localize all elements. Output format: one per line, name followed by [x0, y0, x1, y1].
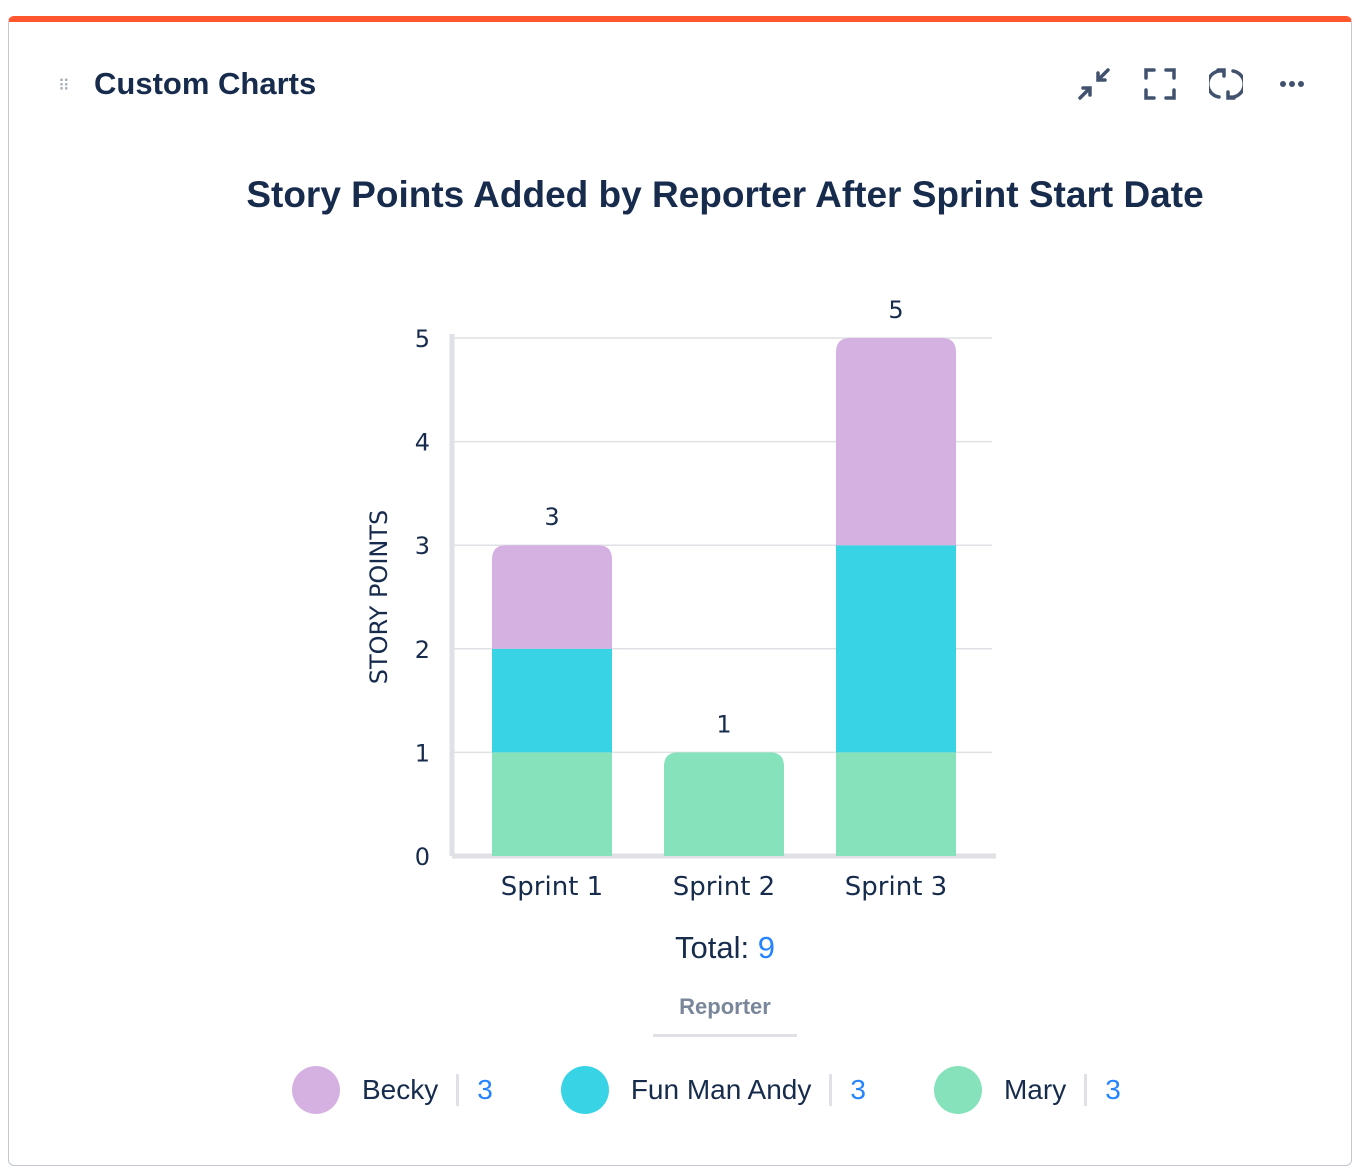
- legend-label: Becky: [362, 1074, 439, 1105]
- divider: [1084, 1074, 1088, 1106]
- legend-item-mary[interactable]: Mary 3: [933, 1066, 1121, 1114]
- gadget-title: Custom Charts: [94, 66, 317, 101]
- bar-segment-mary: [664, 752, 784, 856]
- bar-total-label: 5: [888, 296, 903, 324]
- legend-label: Fun Man Andy: [630, 1074, 812, 1105]
- y-tick-label: 0: [415, 843, 430, 871]
- bar-segment-fun-man-andy: [836, 545, 956, 753]
- bar-segment-mary: [836, 752, 956, 856]
- custom-charts-gadget: [8, 16, 1352, 1166]
- legend-swatch: [933, 1066, 982, 1114]
- legend-swatch: [560, 1066, 609, 1114]
- bar-segment-fun-man-andy: [492, 648, 612, 753]
- drag-handle-icon[interactable]: ⠿: [58, 78, 70, 95]
- x-tick-label: Sprint 1: [501, 872, 603, 902]
- legend-label: Mary: [1003, 1074, 1067, 1105]
- bar-total-label: 1: [716, 710, 731, 738]
- x-tick-label: Sprint 3: [845, 872, 947, 902]
- bar-segment-mary: [492, 752, 612, 856]
- bar-segment-becky: [492, 545, 612, 649]
- refresh-icon[interactable]: [1208, 66, 1244, 102]
- legend-swatch: [292, 1066, 340, 1114]
- legend-value: 3: [850, 1074, 866, 1105]
- x-tick-label: Sprint 2: [673, 872, 775, 902]
- total-label: Total:: [675, 930, 750, 965]
- y-axis-label: STORY POINTS: [365, 510, 393, 685]
- chart-title: Story Points Added by Reporter After Spr…: [246, 174, 1204, 215]
- y-tick-label: 3: [415, 532, 430, 560]
- y-tick-label: 4: [415, 429, 430, 457]
- total-value: 9: [757, 930, 775, 965]
- collapse-icon[interactable]: [1076, 66, 1112, 102]
- bar-segment-becky: [836, 338, 956, 546]
- bar-total-label: 3: [544, 503, 559, 531]
- legend-value: 3: [477, 1074, 493, 1105]
- more-icon[interactable]: [1274, 66, 1310, 102]
- group-by-tab[interactable]: Reporter: [653, 994, 797, 1037]
- legend-value: 3: [1105, 1074, 1121, 1105]
- legend-item-becky[interactable]: Becky 3: [292, 1066, 493, 1114]
- divider: [456, 1074, 460, 1106]
- divider: [829, 1074, 833, 1106]
- legend: Becky 3 Fun Man Andy 3 Mary 3: [292, 1066, 1189, 1114]
- fullscreen-icon[interactable]: [1142, 66, 1178, 102]
- legend-item-fun-man-andy[interactable]: Fun Man Andy 3: [560, 1066, 866, 1114]
- y-tick-label: 2: [415, 636, 430, 664]
- total: Total: 9: [0, 930, 1360, 966]
- y-tick-label: 5: [415, 325, 430, 353]
- y-tick-label: 1: [415, 739, 430, 767]
